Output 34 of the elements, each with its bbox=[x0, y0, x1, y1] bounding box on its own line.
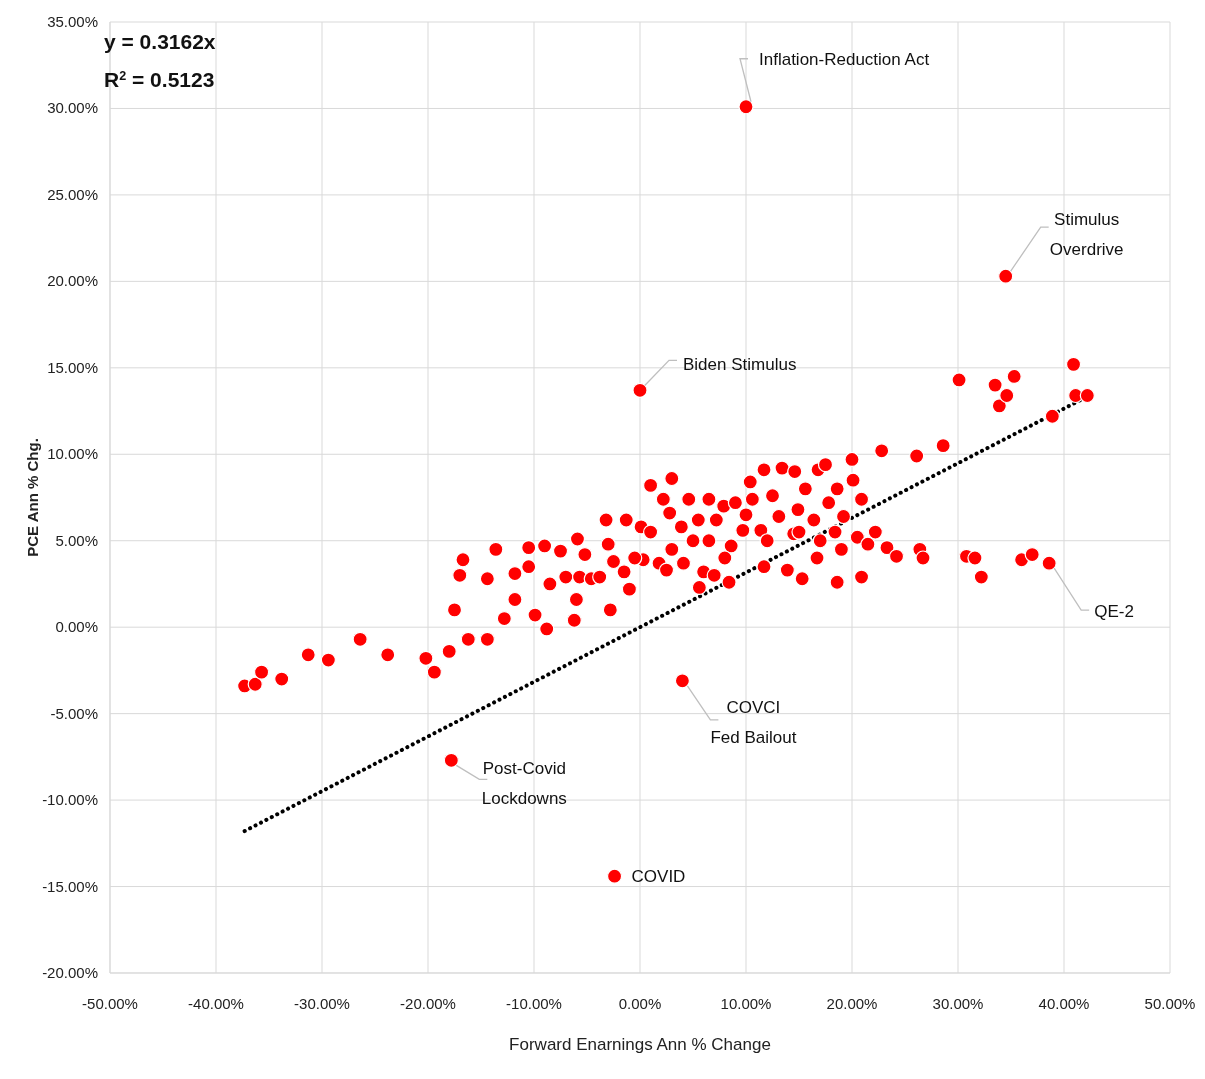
x-tick-label: 30.00% bbox=[932, 995, 984, 1012]
y-tick-label: 35.00% bbox=[47, 13, 98, 30]
annotation: Biden Stimulus bbox=[683, 355, 797, 375]
x-tick-label: 40.00% bbox=[1038, 995, 1090, 1012]
y-tick-label: -20.00% bbox=[42, 964, 98, 981]
y-tick-label: -15.00% bbox=[42, 877, 98, 895]
x-tick-label: -40.00% bbox=[188, 995, 244, 1012]
annotation: Post-Covid Lockdowns bbox=[481, 759, 567, 809]
x-axis-title: Forward Enarnings Ann % Change bbox=[509, 1035, 771, 1054]
y-tick-label: 20.00% bbox=[47, 272, 98, 290]
y-tick-label: 30.00% bbox=[47, 99, 98, 117]
y-tick-label: 5.00% bbox=[55, 531, 98, 549]
x-tick-label: 0.00% bbox=[618, 995, 662, 1012]
x-tick-label: -10.00% bbox=[506, 995, 562, 1012]
annotation: y = 0.3162x bbox=[104, 30, 216, 53]
annotation: COVCI Fed Bailout bbox=[710, 697, 797, 747]
y-tick-label: 10.00% bbox=[47, 445, 98, 463]
y-tick-label: -5.00% bbox=[50, 704, 98, 722]
x-tick-label: -50.00% bbox=[82, 995, 138, 1012]
y-tick-label: 15.00% bbox=[47, 358, 98, 376]
annotation: QE-2 bbox=[1094, 602, 1134, 622]
annotation: Inflation-Reduction Act bbox=[759, 49, 930, 69]
x-tick-label: -20.00% bbox=[400, 995, 456, 1012]
y-tick-label: 25.00% bbox=[47, 185, 98, 203]
y-tick-label: -10.00% bbox=[42, 791, 98, 809]
x-tick-label: 10.00% bbox=[720, 995, 772, 1012]
x-tick-label: 50.00% bbox=[1144, 995, 1196, 1012]
x-tick-label: -30.00% bbox=[294, 995, 350, 1012]
annotation: Stimulus Overdrive bbox=[1049, 210, 1124, 260]
y-axis-title: PCE Ann % Chg. bbox=[24, 438, 41, 557]
annotation: COVID bbox=[631, 867, 686, 887]
annotation: R$^{2}$ = 0.5123 bbox=[104, 68, 215, 91]
y-tick-label: 0.00% bbox=[55, 618, 98, 636]
x-tick-label: 20.00% bbox=[826, 995, 878, 1012]
